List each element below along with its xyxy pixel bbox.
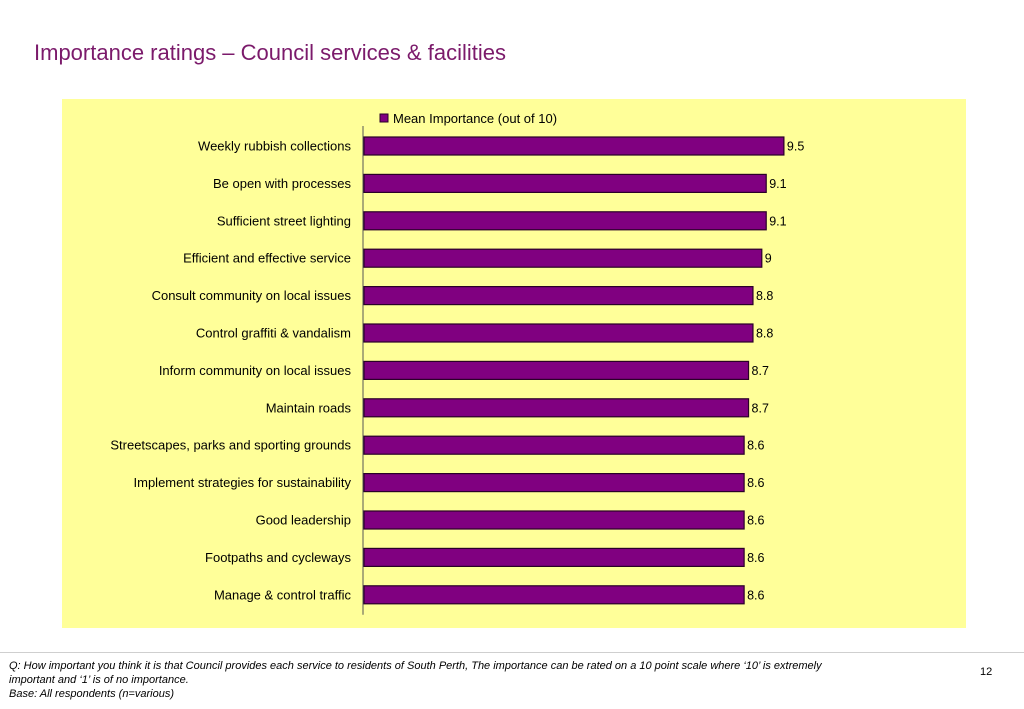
- bar-chart: Mean Importance (out of 10) Weekly rubbis…: [110, 111, 804, 615]
- bar: [363, 585, 745, 605]
- category-label: Footpaths and cycleways: [205, 550, 351, 565]
- bar: [363, 323, 754, 343]
- data-label: 9.5: [787, 140, 804, 154]
- category-label: Inform community on local issues: [159, 363, 352, 378]
- data-label: 9.1: [769, 177, 786, 191]
- category-label: Consult community on local issues: [152, 288, 352, 303]
- data-label: 8.8: [756, 289, 773, 303]
- footnote: Q: How important you think it is that Co…: [9, 659, 849, 701]
- data-label: 8.6: [747, 588, 764, 602]
- data-label: 8.7: [752, 364, 769, 378]
- data-label: 8.7: [752, 401, 769, 415]
- data-label: 8.6: [747, 439, 764, 453]
- category-label: Be open with processes: [213, 176, 352, 191]
- category-label: Weekly rubbish collections: [198, 139, 351, 154]
- bar: [363, 547, 745, 567]
- page-title: Importance ratings – Council services & …: [34, 40, 506, 65]
- data-label: 8.6: [747, 551, 764, 565]
- data-label: 8.6: [747, 476, 764, 490]
- category-label: Efficient and effective service: [183, 251, 351, 266]
- category-label: Maintain roads: [266, 400, 352, 415]
- legend-swatch: [379, 113, 389, 123]
- chart-legend: Mean Importance (out of 10): [379, 111, 557, 126]
- category-label: Implement strategies for sustainability: [134, 475, 352, 490]
- footer-divider: [0, 652, 1024, 653]
- bar: [363, 286, 754, 306]
- chart-panel: Mean Importance (out of 10) Weekly rubbis…: [62, 99, 966, 628]
- data-label: 9.1: [769, 214, 786, 228]
- bar: [363, 136, 785, 156]
- data-label: 8.6: [747, 514, 764, 528]
- bar: [363, 360, 750, 380]
- legend-label: Mean Importance (out of 10): [393, 111, 557, 126]
- data-label: 8.8: [756, 327, 773, 341]
- bar: [363, 510, 745, 530]
- category-label: Streetscapes, parks and sporting grounds: [110, 438, 351, 453]
- page-number: 12: [980, 666, 993, 678]
- category-label: Manage & control traffic: [214, 587, 352, 602]
- data-label: 9: [765, 252, 772, 266]
- bar: [363, 248, 763, 268]
- category-label: Good leadership: [256, 513, 351, 528]
- category-label: Control graffiti & vandalism: [196, 326, 351, 341]
- bar: [363, 211, 767, 231]
- bar: [363, 435, 745, 455]
- bar: [363, 473, 745, 493]
- footnote-question: Q: How important you think it is that Co…: [9, 660, 822, 686]
- bar: [363, 173, 767, 194]
- bar: [363, 398, 750, 418]
- category-label: Sufficient street lighting: [217, 213, 351, 228]
- footnote-base: Base: All respondents (n=various): [9, 688, 174, 700]
